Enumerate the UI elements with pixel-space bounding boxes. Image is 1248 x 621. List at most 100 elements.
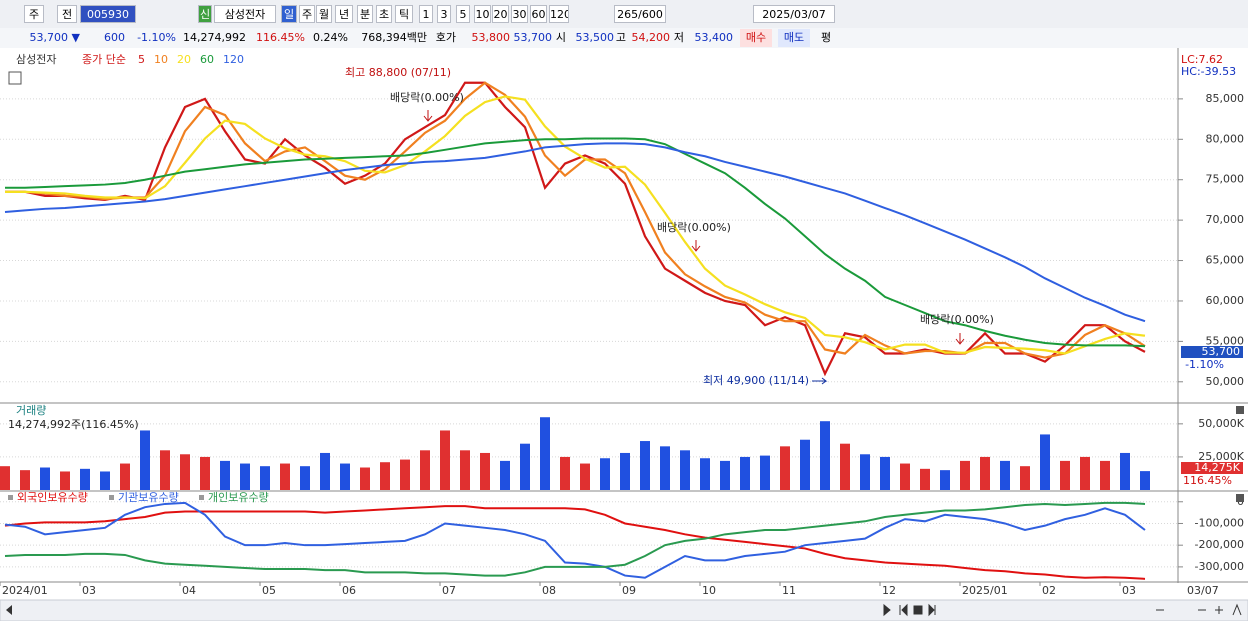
quote-item: 저 xyxy=(673,31,684,44)
dividend-arrow xyxy=(955,333,965,345)
quote-item: 53,500 xyxy=(575,31,615,44)
quote-item: -1.10% xyxy=(137,31,176,44)
quote-item[interactable]: 매도 xyxy=(778,29,810,47)
volume-bar xyxy=(900,463,910,490)
toolbar-item[interactable]: 20 xyxy=(492,5,509,23)
y-tick-label: -300,000 xyxy=(1195,560,1244,573)
y-tick-label: 60,000 xyxy=(1206,294,1245,307)
volume-bar xyxy=(260,466,270,490)
y-tick-label: 50,000K xyxy=(1198,417,1244,430)
annotation: 배당락(0.00%) xyxy=(657,221,731,234)
volume-bar xyxy=(240,463,250,490)
toolbar-item[interactable]: 신 xyxy=(198,5,212,23)
quote-item: 53,400 xyxy=(694,31,734,44)
toolbar-item[interactable]: 전 xyxy=(57,5,77,23)
legend-entry: 120 xyxy=(223,53,244,66)
price-marker xyxy=(1181,346,1243,358)
series-line xyxy=(4,142,1146,323)
volume-bar xyxy=(700,458,710,490)
dividend-arrow xyxy=(691,240,701,252)
annotation: 최저 49,900 (11/14) xyxy=(703,374,809,387)
quote-item[interactable]: 평 xyxy=(820,31,832,44)
toolbar-item[interactable]: 10 xyxy=(474,5,491,23)
volume-bar xyxy=(720,460,730,490)
toolbar-item[interactable]: 5 xyxy=(456,5,470,23)
toolbar-item[interactable]: 2025/03/07 xyxy=(753,5,835,23)
x-tick-label: 11 xyxy=(782,584,796,597)
x-tick-label: 2024/01 xyxy=(2,584,48,597)
dividend-arrow xyxy=(423,110,433,122)
quote-item: 768,394백만 xyxy=(361,31,427,44)
series-line xyxy=(4,501,1146,577)
annotation: 배당락(0.00%) xyxy=(920,313,994,326)
quote-item: 고 xyxy=(615,31,626,44)
table-icon[interactable] xyxy=(8,71,22,85)
toolbar-item[interactable]: 3 xyxy=(437,5,451,23)
toolbar-item[interactable]: 120 xyxy=(549,5,569,23)
toolbar-item[interactable]: 60 xyxy=(530,5,547,23)
scrollbar[interactable] xyxy=(0,599,1248,621)
toolbar-item[interactable]: 265/600 xyxy=(614,5,666,23)
chart: 50,000 55,000 60,000 65,000 70,000 75,000 80,0… xyxy=(0,48,1248,621)
toolbar-item[interactable]: 틱 xyxy=(395,5,413,23)
toolbar-item[interactable]: 주 xyxy=(24,5,44,23)
toolbar: 주 전 005930 신 삼성전자 일 주 월 년 분 초 틱 1 3 5 10 20 30 60 120 265/60… xyxy=(0,0,1248,29)
volume-bar xyxy=(100,471,110,490)
x-tick-label: 02 xyxy=(1042,584,1056,597)
volume-bar xyxy=(400,459,410,490)
volume-bar xyxy=(500,460,510,490)
scroll-left[interactable] xyxy=(6,605,12,615)
volume-bar xyxy=(760,455,770,490)
series-line xyxy=(4,505,1146,580)
toolbar-item[interactable]: 삼성전자 xyxy=(214,5,276,23)
volume-bar xyxy=(280,463,290,490)
volume-bar xyxy=(340,463,350,490)
x-tick-label: 10 xyxy=(702,584,716,597)
quote-item: 시 xyxy=(555,31,566,44)
volume-marker xyxy=(1181,462,1243,474)
toolbar-item[interactable]: 일 xyxy=(281,5,297,23)
y-tick-label: -200,000 xyxy=(1195,538,1244,551)
volume-bar xyxy=(460,450,470,490)
side-label: LC:7.62 xyxy=(1181,53,1223,66)
y-tick-label: 80,000 xyxy=(1206,132,1245,145)
volume-bar xyxy=(680,450,690,490)
volume-bar xyxy=(980,456,990,490)
side-label: -1.10% xyxy=(1185,358,1224,371)
volume-bar xyxy=(160,450,170,490)
annotation: 배당락(0.00%) xyxy=(390,91,464,104)
toolbar-item[interactable]: 월 xyxy=(316,5,332,23)
volume-bar xyxy=(180,454,190,490)
quote-item[interactable]: 매수 xyxy=(740,29,772,47)
y-tick-label: 75,000 xyxy=(1206,173,1245,186)
x-tick-label: 07 xyxy=(442,584,456,597)
toolbar-item[interactable]: 분 xyxy=(357,5,373,23)
toolbar-item[interactable]: 005930 xyxy=(80,5,136,23)
date-label: 03/07 xyxy=(1187,584,1219,597)
legend-title: 종가 단순 xyxy=(82,53,126,66)
panel-close xyxy=(1236,494,1244,502)
nav-buttons[interactable] xyxy=(883,603,936,617)
series-line xyxy=(5,95,1146,355)
volume-bar xyxy=(1000,460,1010,490)
volume-bar xyxy=(880,456,890,490)
quote-item: 14,274,992 xyxy=(183,31,246,44)
toolbar-item[interactable]: 주 xyxy=(299,5,315,23)
volume-bar xyxy=(1040,434,1050,490)
side-label: 53,700 xyxy=(1202,345,1241,358)
toolbar-item[interactable]: 년 xyxy=(335,5,353,23)
zoom-buttons[interactable] xyxy=(1156,603,1242,616)
quote-item: 53,700 ▼ xyxy=(29,31,80,44)
toolbar-item[interactable]: 30 xyxy=(511,5,528,23)
y-tick-label: 55,000 xyxy=(1206,334,1245,347)
annotation: 최고 88,800 (07/11) xyxy=(345,66,451,79)
side-label: 14,275K xyxy=(1194,461,1240,474)
volume-bar xyxy=(520,443,530,490)
volume-bar xyxy=(640,441,650,490)
volume-bar xyxy=(300,466,310,490)
volume-bar xyxy=(80,468,90,490)
toolbar-item[interactable]: 초 xyxy=(376,5,392,23)
toolbar-item[interactable]: 1 xyxy=(419,5,433,23)
volume-bar xyxy=(940,470,950,490)
